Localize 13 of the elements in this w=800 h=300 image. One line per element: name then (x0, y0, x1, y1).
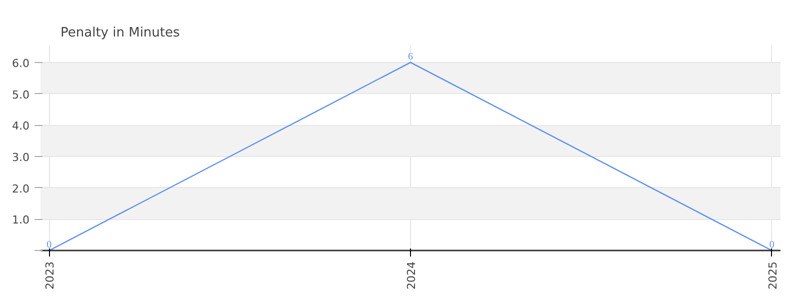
x-tick-label: 2023 (44, 261, 57, 290)
y-tick-label: 3.0 (12, 150, 30, 164)
data-label: 6 (408, 51, 413, 62)
y-tick-label: 4.0 (12, 120, 30, 133)
chart-title: Penalty in Minutes (60, 26, 180, 40)
data-label: 0 (769, 240, 774, 250)
y-tick-label: 1.0 (12, 214, 30, 227)
data-label: 0 (46, 240, 52, 250)
x-tick-label: 2024 (405, 261, 418, 290)
y-tick-label: 5.0 (12, 88, 30, 102)
y-tick-label: 2.0 (12, 182, 30, 196)
y-tick-label: 6.0 (12, 56, 30, 70)
x-tick-label: 2025 (766, 261, 780, 290)
